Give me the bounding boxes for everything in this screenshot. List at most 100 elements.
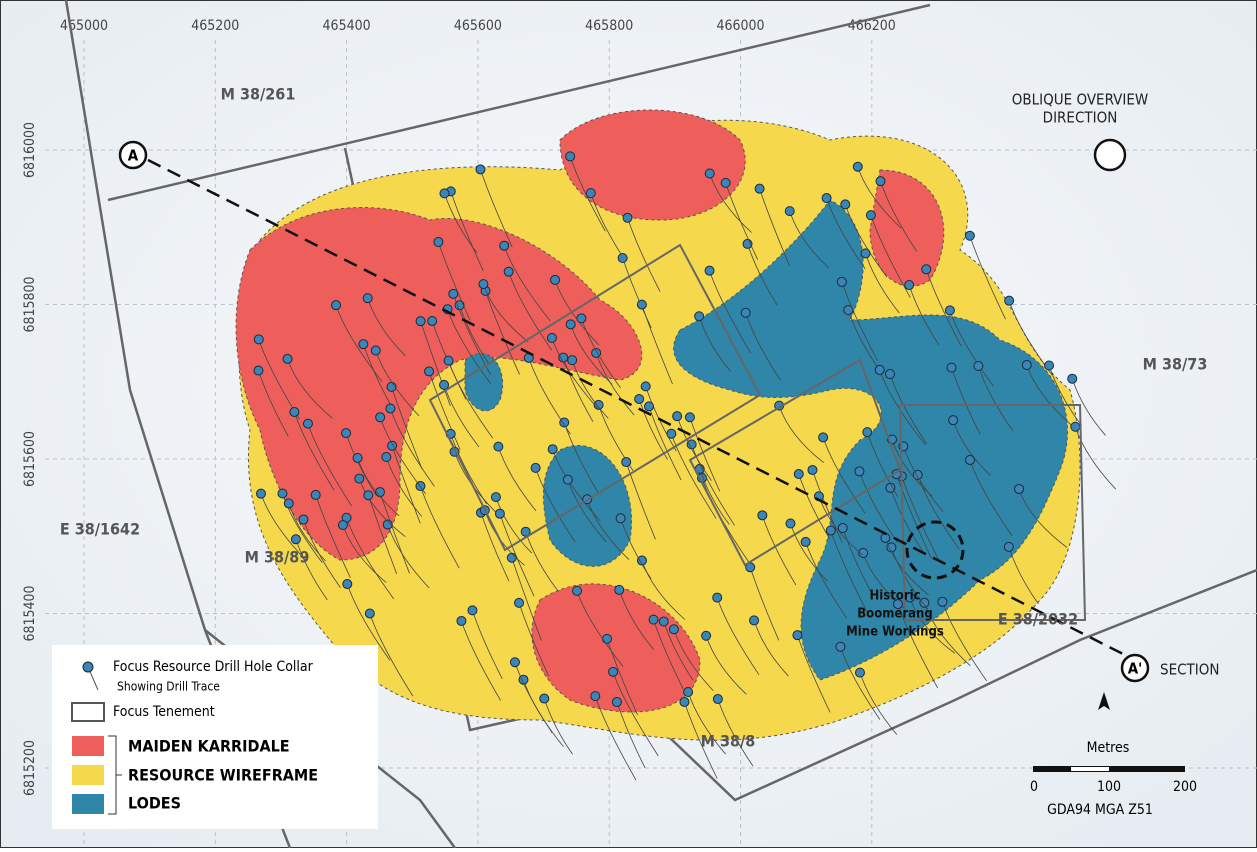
scale: Metres 0 100 200 GDA94 MGA Z51 [1030, 692, 1197, 818]
drill-collar [478, 279, 489, 290]
drill-trace [653, 619, 684, 690]
legend-text: Focus Resource Drill Hole Collar [113, 659, 314, 675]
legend-text: LODES [128, 794, 181, 813]
drill-trace [684, 701, 718, 779]
drill-collar [712, 694, 723, 705]
drill-collar [475, 164, 486, 175]
drill-trace [576, 590, 624, 667]
drill-trace [357, 457, 400, 517]
drill-trace [862, 552, 911, 614]
drill-trace [447, 309, 492, 385]
drill-collar [1003, 541, 1014, 552]
drill-collar [490, 492, 501, 503]
drill-trace [346, 583, 391, 661]
drill-collar [611, 697, 622, 708]
drill-collar [1070, 421, 1081, 432]
drill-trace [606, 638, 639, 716]
drill-trace [1026, 364, 1074, 428]
drill-trace [761, 515, 797, 586]
tenement-labels: M 38/261 M 38/73 E 38/1642 M 38/89 M 38/8 E 3… [60, 85, 1207, 751]
drill-collar [800, 536, 811, 547]
drill-trace [260, 493, 307, 562]
section-trace [147, 158, 1126, 657]
drill-trace [307, 423, 353, 507]
overview: OBLIQUE OVERVIEW DIRECTION [1012, 91, 1148, 172]
drill-trace [830, 530, 868, 613]
overview-text: OBLIQUE OVERVIEW [1012, 91, 1148, 109]
drill-trace [676, 416, 712, 481]
drill-trace [925, 269, 962, 347]
drill-collar [818, 432, 829, 443]
drill-collar [602, 633, 613, 644]
drill-trace [884, 537, 929, 596]
drill-collar [757, 510, 768, 521]
tenement-label: M 38/8 [701, 732, 756, 751]
drill-collar [514, 597, 525, 608]
drill-collar [427, 315, 438, 326]
drill-trace [282, 493, 323, 563]
drill-collar [1004, 295, 1015, 306]
drill-collar [964, 454, 975, 465]
drill-collar [585, 188, 596, 199]
scale-tick: 100 [1097, 779, 1121, 795]
drill-collar [493, 441, 504, 452]
boundary [107, 3, 931, 202]
drill-trace [358, 478, 406, 538]
drill-trace [543, 698, 573, 755]
drill-collar [640, 381, 651, 392]
y-coordinate: 6815800 [22, 276, 38, 332]
drill-trace [294, 411, 335, 491]
drill-collar [253, 365, 264, 376]
drill-trace [495, 496, 533, 554]
drill-collar [382, 519, 393, 530]
drill-collar [509, 657, 520, 668]
drill-trace [709, 270, 752, 354]
drill-trace [375, 350, 420, 417]
y-coordinate: 6815200 [22, 740, 38, 796]
tenement-label: M 38/89 [245, 548, 310, 567]
drill-collar [712, 592, 723, 603]
drill-collar [331, 300, 342, 311]
drill-collar [875, 176, 886, 187]
drill-trace [472, 610, 503, 680]
drill-trace [438, 241, 471, 321]
scale-bar [1071, 767, 1109, 771]
drill-collar [921, 264, 932, 275]
drill-trace [691, 444, 735, 526]
drill-collar [658, 616, 669, 627]
drill-collar [973, 360, 984, 371]
drill-collar [558, 352, 569, 363]
drill-trace [705, 635, 747, 695]
drill-trace [891, 547, 929, 610]
drill-trace [901, 476, 940, 562]
drill-trace [571, 359, 609, 419]
drill-collar [503, 266, 514, 277]
blue-lode [464, 353, 504, 412]
drill-collar [499, 240, 510, 251]
legend-blue [72, 794, 104, 814]
drill-collar [784, 206, 795, 217]
section-end: A' [1128, 660, 1143, 678]
drill-trace [753, 620, 789, 677]
drill-collar [1021, 360, 1032, 371]
drill-collar [852, 161, 863, 172]
drill-collar [704, 168, 715, 179]
drill-trace [385, 456, 423, 517]
annotation-text: Mine Workings [846, 625, 944, 640]
drill-collar [467, 605, 478, 616]
drill-collar [283, 498, 294, 509]
tenement-label: M 38/73 [1143, 355, 1208, 374]
drill-trace [461, 620, 501, 701]
north-arrow [1098, 692, 1110, 710]
drill-trace [903, 446, 944, 512]
drill-trace [511, 557, 542, 641]
drill-collar [282, 353, 293, 364]
drill-collar [944, 305, 955, 316]
drill-trace [581, 318, 621, 389]
drill-collar [255, 488, 266, 499]
drill-trace [570, 324, 613, 385]
drill-trace [942, 601, 987, 682]
tenement-label: E 38/1642 [60, 520, 140, 539]
drill-trace [709, 173, 752, 233]
drill-trace [342, 524, 387, 583]
